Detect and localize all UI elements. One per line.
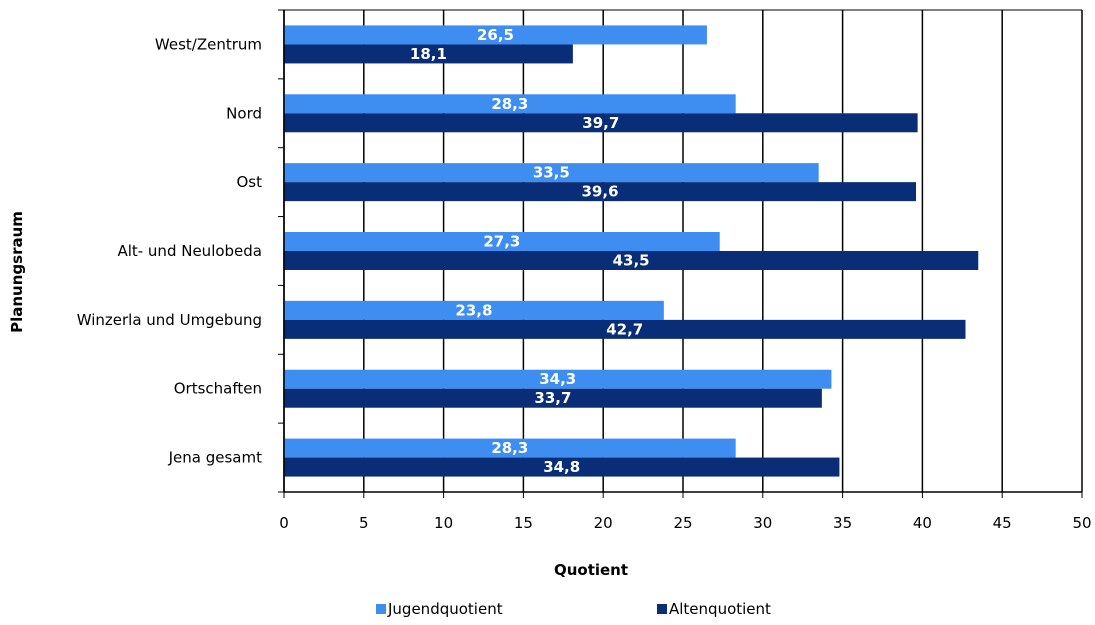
- bar-altenquotient-nord: [284, 113, 918, 133]
- x-tick-label-10: 10: [434, 514, 453, 532]
- category-label-west-zentrum: West/Zentrum: [155, 35, 262, 53]
- category-label-jena-gesamt: Jena gesamt: [168, 449, 262, 467]
- x-tick-label-40: 40: [913, 514, 932, 532]
- bar-altenquotient-alt-und-neulobeda: [284, 251, 979, 270]
- data-label-altenquotient-jena-gesamt: 34,8: [543, 458, 580, 476]
- legend-label-jugendquotient: Jugendquotient: [387, 600, 503, 618]
- axes: [278, 9, 1083, 498]
- x-tick-label-20: 20: [594, 514, 613, 532]
- category-labels: West/Zentrum Nord Ost Alt- und Neulobeda Win…: [77, 35, 262, 466]
- x-tick-label-25: 25: [673, 514, 692, 532]
- x-tick-label-0: 0: [279, 514, 289, 532]
- category-label-ost: Ost: [236, 173, 262, 191]
- bars: [284, 25, 979, 477]
- y-axis-title: Planungsraum: [8, 211, 26, 333]
- legend: Jugendquotient Altenquotient: [376, 600, 771, 618]
- bar-jugendquotient-alt-und-neulobeda: [284, 232, 720, 251]
- x-tick-label-45: 45: [993, 514, 1012, 532]
- data-label-altenquotient-nord: 39,7: [582, 114, 619, 132]
- data-label-altenquotient-west-zentrum: 18,1: [410, 45, 447, 63]
- x-axis-title: Quotient: [554, 561, 628, 579]
- data-label-altenquotient-ost: 39,6: [582, 183, 619, 201]
- bar-altenquotient-ortschaften: [284, 388, 822, 408]
- data-label-jugendquotient-nord: 28,3: [491, 95, 528, 113]
- data-label-jugendquotient-alt-und-neulobeda: 27,3: [483, 233, 520, 251]
- bar-altenquotient-west-zentrum: [284, 44, 573, 64]
- bar-altenquotient-jena-gesamt: [284, 457, 840, 477]
- x-tick-label-15: 15: [514, 514, 533, 532]
- x-tick-label-35: 35: [833, 514, 852, 532]
- data-label-altenquotient-ortschaften: 33,7: [534, 389, 571, 407]
- data-label-jugendquotient-jena-gesamt: 28,3: [491, 439, 528, 457]
- bar-altenquotient-winzerla-und-umgebung: [284, 319, 966, 339]
- legend-swatch-jugendquotient: [376, 604, 386, 614]
- data-label-jugendquotient-ost: 33,5: [533, 164, 570, 182]
- category-label-alt-und-neulobeda: Alt- und Neulobeda: [117, 242, 262, 260]
- bar-jugendquotient-winzerla-und-umgebung: [284, 300, 664, 320]
- bar-jugendquotient-ost: [284, 163, 819, 183]
- data-label-jugendquotient-winzerla-und-umgebung: 23,8: [455, 301, 492, 319]
- x-tick-label-5: 5: [359, 514, 369, 532]
- x-tick-label-50: 50: [1072, 514, 1091, 532]
- bar-jugendquotient-jena-gesamt: [284, 438, 736, 458]
- x-tick-labels: 0 5 10 15 20 25 30 35 40 45 50: [279, 514, 1091, 532]
- legend-label-altenquotient: Altenquotient: [669, 600, 771, 618]
- data-labels: 26,5 18,1 28,3 39,7 33,5 39,6 27,3 43,5 23,8 42,7…: [410, 26, 650, 476]
- data-label-altenquotient-winzerla-und-umgebung: 42,7: [606, 320, 643, 338]
- bar-jugendquotient-ortschaften: [284, 369, 832, 389]
- bar-jugendquotient-west-zentrum: [284, 25, 707, 45]
- legend-swatch-altenquotient: [657, 604, 667, 614]
- bar-altenquotient-ost: [284, 182, 917, 202]
- bar-jugendquotient-nord: [284, 94, 736, 114]
- category-label-nord: Nord: [226, 104, 262, 122]
- data-label-jugendquotient-west-zentrum: 26,5: [477, 26, 514, 44]
- data-label-jugendquotient-ortschaften: 34,3: [539, 370, 576, 388]
- x-tick-label-30: 30: [753, 514, 772, 532]
- category-label-ortschaften: Ortschaften: [174, 380, 262, 398]
- data-label-altenquotient-alt-und-neulobeda: 43,5: [613, 252, 650, 270]
- category-label-winzerla-und-umgebung: Winzerla und Umgebung: [77, 311, 262, 329]
